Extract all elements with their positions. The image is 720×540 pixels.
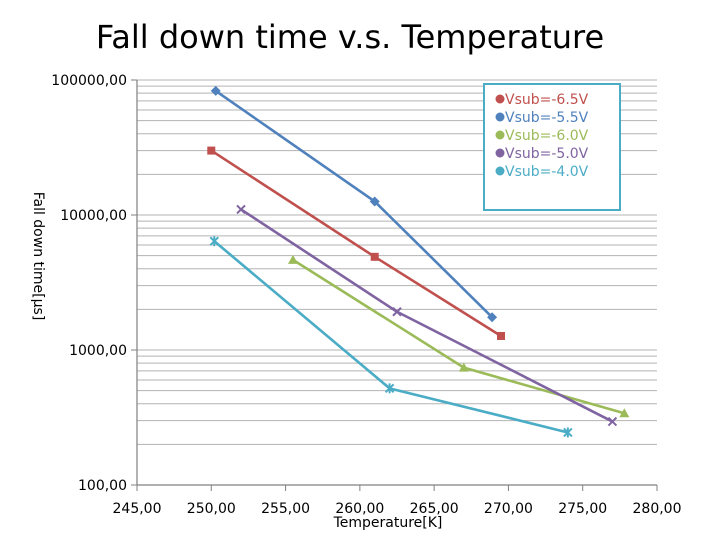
series-vsub-4-0v	[209, 236, 573, 438]
marker-stroke	[392, 307, 402, 317]
data-point	[288, 254, 298, 264]
series-line	[210, 149, 502, 338]
series-vsub-6-0v	[288, 254, 630, 418]
legend-item: Vsub=-4.0V	[495, 164, 589, 180]
y-tick-label: 100,00	[78, 478, 127, 494]
data-point	[563, 427, 573, 438]
series-vsub-5-0v	[236, 204, 618, 427]
x-tick-label: 245,00	[113, 501, 162, 517]
legend-item: Vsub=-6.0V	[495, 128, 589, 144]
data-point	[487, 312, 498, 323]
x-axis-label: Temperature[K]	[333, 515, 443, 531]
x-tick-label: 255,00	[261, 501, 310, 517]
data-point	[497, 331, 505, 340]
legend-label: Vsub=-6.5V	[505, 92, 589, 108]
data-point	[619, 408, 630, 418]
legend-dot	[495, 166, 505, 176]
legend-dot	[495, 130, 505, 140]
x-tick-label: 280,00	[633, 501, 682, 517]
legend-dot	[495, 148, 505, 158]
series-vsub-5-5v	[210, 85, 498, 323]
series-line	[240, 208, 614, 423]
y-tick-label: 100000,00	[51, 73, 127, 89]
axes: 100000,00 10000,00 1000,00 100,00 245,00 250,…	[51, 73, 681, 517]
legend-item: Vsub=-6.5V	[495, 92, 589, 108]
data-point	[370, 252, 379, 261]
marker-stroke	[607, 416, 618, 427]
legend-label: Vsub=-6.0V	[505, 128, 589, 144]
x-tick-label: 270,00	[484, 501, 533, 517]
legend-box	[483, 83, 621, 211]
data-point	[236, 204, 246, 215]
legend-dot	[495, 94, 505, 104]
legend-label: Vsub=-4.0V	[505, 164, 589, 180]
data-point	[458, 362, 469, 372]
data-point	[369, 196, 380, 207]
legend-item: Vsub=-5.0V	[495, 146, 589, 162]
series-layer	[207, 85, 630, 438]
data-point	[392, 307, 402, 317]
data-point	[209, 236, 219, 247]
x-tick-label: 265,00	[410, 501, 459, 517]
chart-title: Fall down time v.s. Temperature	[96, 18, 604, 56]
legend-label: Vsub=-5.5V	[505, 110, 589, 126]
legend-dot	[495, 112, 505, 122]
data-point	[384, 383, 395, 394]
marker-stroke	[236, 204, 246, 215]
y-tick-label: 10000,00	[60, 208, 127, 224]
data-point	[207, 146, 216, 155]
y-tick-label: 1000,00	[69, 343, 127, 359]
data-point	[607, 416, 618, 427]
x-tick-label: 260,00	[335, 501, 384, 517]
y-axis-label: Fall down time[µs]	[30, 192, 46, 321]
legend-label: Vsub=-5.0V	[505, 146, 589, 162]
x-tick-label: 250,00	[187, 501, 236, 517]
legend-item: Vsub=-5.5V	[495, 110, 589, 126]
x-tick-label: 275,00	[558, 501, 607, 517]
data-point	[210, 85, 221, 96]
series-vsub-6-5v	[207, 146, 505, 340]
legend: Vsub=-6.5V Vsub=-5.5V Vsub=-6.0V Vsub=-5.0V…	[483, 83, 621, 211]
